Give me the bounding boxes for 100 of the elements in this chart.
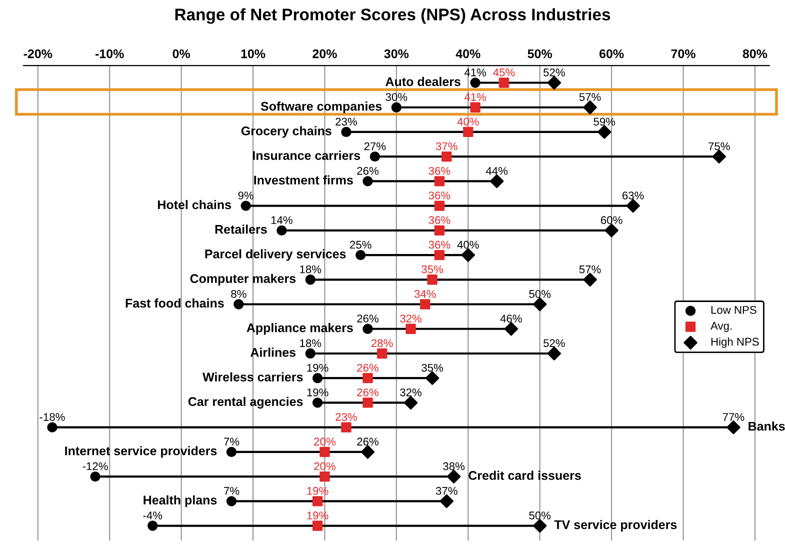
y-tick-label: TV service providers: [554, 520, 677, 532]
x-tick-label: 40%: [456, 49, 480, 58]
point: [583, 100, 597, 114]
data-label: 23%: [336, 413, 357, 421]
point: [490, 174, 504, 188]
point: [362, 398, 373, 408]
data-label: 37%: [436, 486, 458, 495]
point: [726, 420, 740, 434]
point: [470, 102, 480, 112]
point: [320, 446, 330, 458]
y-tick-label: Parcel delivery services: [205, 249, 346, 261]
data-label: 37%: [436, 142, 458, 150]
data-label: 36%: [428, 216, 450, 224]
data-label: 23%: [336, 118, 357, 126]
y-tick-label: Computer makers: [190, 274, 296, 286]
data-label: 26%: [357, 438, 378, 446]
point: [461, 248, 476, 262]
y-tick-label: Insurance carriers: [253, 150, 360, 160]
data-label: 36%: [428, 166, 450, 175]
y-tick-label: Internet service providers: [65, 446, 217, 458]
point: [376, 348, 388, 359]
point: [148, 520, 158, 531]
x-tick-label: 50%: [528, 49, 552, 58]
data-label: 75%: [708, 142, 730, 150]
x-tick-label: 60%: [599, 49, 624, 58]
data-label: 9%: [238, 192, 254, 200]
point: [312, 520, 323, 531]
point: [355, 250, 366, 260]
point: [312, 373, 323, 384]
y-tick-label: Auto dealers: [386, 76, 460, 86]
data-label: 36%: [428, 240, 450, 249]
point: [240, 200, 251, 211]
data-label: 26%: [357, 388, 378, 396]
point: [463, 126, 474, 138]
point: [404, 396, 418, 410]
point: [312, 496, 323, 506]
point: [420, 299, 430, 310]
data-label: 32%: [400, 314, 422, 322]
point: [583, 272, 597, 287]
point: [604, 224, 618, 238]
data-label: -18%: [40, 413, 65, 421]
data-label: 20%: [314, 462, 336, 470]
data-label: 41%: [464, 93, 486, 101]
y-tick-label: Software companies: [260, 102, 382, 114]
x-tick-label: 0%: [172, 49, 190, 58]
data-label: 30%: [386, 93, 408, 101]
chart-title: Range of Net Promoter Scores (NPS) Across Industries: [175, 8, 610, 24]
data-label: 50%: [529, 512, 551, 520]
data-label: 52%: [544, 339, 565, 348]
data-label: 50%: [529, 290, 551, 298]
point: [362, 373, 373, 384]
data-label: 18%: [300, 265, 322, 274]
point: [341, 422, 352, 432]
data-label: 45%: [493, 68, 515, 76]
data-label: 8%: [231, 290, 246, 298]
y-tick-label: Banks: [748, 421, 785, 431]
point: [362, 324, 373, 334]
point: [341, 126, 352, 138]
data-label: 40%: [457, 118, 479, 126]
data-label: 20%: [314, 438, 336, 446]
data-label: 35%: [422, 265, 444, 274]
legend-label: Low NPS: [711, 306, 756, 314]
point: [547, 76, 562, 90]
y-tick-label: Retailers: [215, 224, 267, 234]
data-label: 44%: [486, 167, 508, 175]
x-tick-label: 80%: [742, 49, 768, 58]
data-label: 19%: [307, 512, 328, 520]
point: [320, 471, 330, 482]
data-label: 40%: [457, 240, 479, 249]
data-label: 59%: [594, 118, 616, 126]
data-label: 28%: [372, 339, 393, 348]
point: [532, 518, 547, 533]
data-label: 57%: [579, 265, 601, 274]
data-label: 26%: [357, 364, 378, 372]
data-label: 7%: [224, 438, 240, 446]
x-tick-label: -10%: [95, 49, 124, 58]
data-label: 46%: [500, 314, 522, 322]
point: [504, 322, 518, 336]
y-tick-label: Appliance makers: [246, 323, 353, 335]
x-tick-label: 20%: [312, 49, 337, 58]
y-tick-label: Car rental agencies: [188, 396, 303, 409]
y-tick-label: Credit card issuers: [468, 470, 581, 480]
data-label: 19%: [307, 388, 328, 396]
y-tick-label: Hotel chains: [158, 200, 231, 210]
point: [391, 102, 402, 112]
data-label: 38%: [443, 462, 465, 470]
data-label: -4%: [143, 512, 162, 520]
point: [305, 348, 316, 359]
point: [532, 297, 547, 312]
x-tick-label: -20%: [24, 49, 52, 58]
point: [234, 299, 244, 310]
point: [312, 398, 323, 408]
point: [440, 494, 454, 508]
point: [370, 152, 380, 162]
data-label: 26%: [357, 166, 378, 175]
point: [434, 200, 445, 211]
point: [446, 470, 461, 484]
point: [470, 78, 480, 88]
point: [597, 125, 612, 139]
point: [434, 225, 445, 236]
